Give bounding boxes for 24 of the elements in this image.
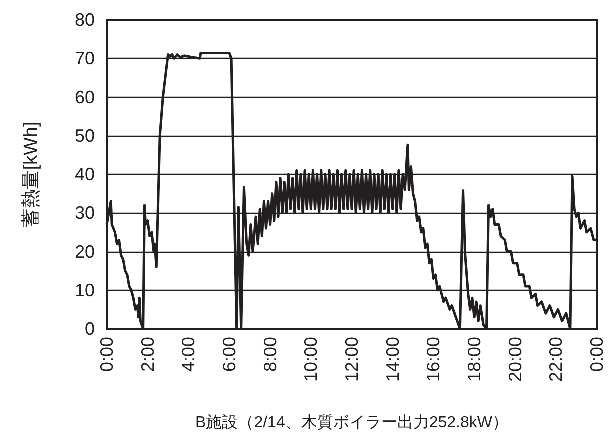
x-axis-title: B施設（2/14、木質ボイラー出力252.8kW） xyxy=(196,414,508,432)
x-tick-label: 10:00 xyxy=(301,337,322,382)
y-tick-label: 10 xyxy=(74,280,95,300)
x-tick-label: 14:00 xyxy=(382,337,403,382)
y-tick-label: 0 xyxy=(84,319,95,339)
y-tick-label: 50 xyxy=(74,126,95,146)
x-tick-label: 4:00 xyxy=(178,337,199,372)
x-tick-label: 0:00 xyxy=(97,337,117,372)
x-tick-label: 20:00 xyxy=(505,337,526,382)
x-tick-label: 22:00 xyxy=(546,337,566,382)
x-tick-label: 16:00 xyxy=(424,337,444,382)
y-tick-label: 80 xyxy=(74,10,95,30)
y-axis-title: 蓄熱量[kWh] xyxy=(21,122,42,228)
y-tick-label: 30 xyxy=(74,203,95,224)
y-tick-label: 20 xyxy=(74,242,95,262)
x-tick-label: 2:00 xyxy=(138,337,158,372)
x-tick-label: 6:00 xyxy=(220,337,240,372)
y-tick-label: 60 xyxy=(74,87,95,108)
y-tick-label: 70 xyxy=(74,48,95,69)
y-tick-label: 40 xyxy=(74,164,95,184)
x-tick-label: 8:00 xyxy=(260,337,280,372)
x-tick-label: 18:00 xyxy=(464,337,484,382)
x-tick-label: 0:00 xyxy=(587,337,607,372)
x-tick-label: 12:00 xyxy=(342,337,362,382)
